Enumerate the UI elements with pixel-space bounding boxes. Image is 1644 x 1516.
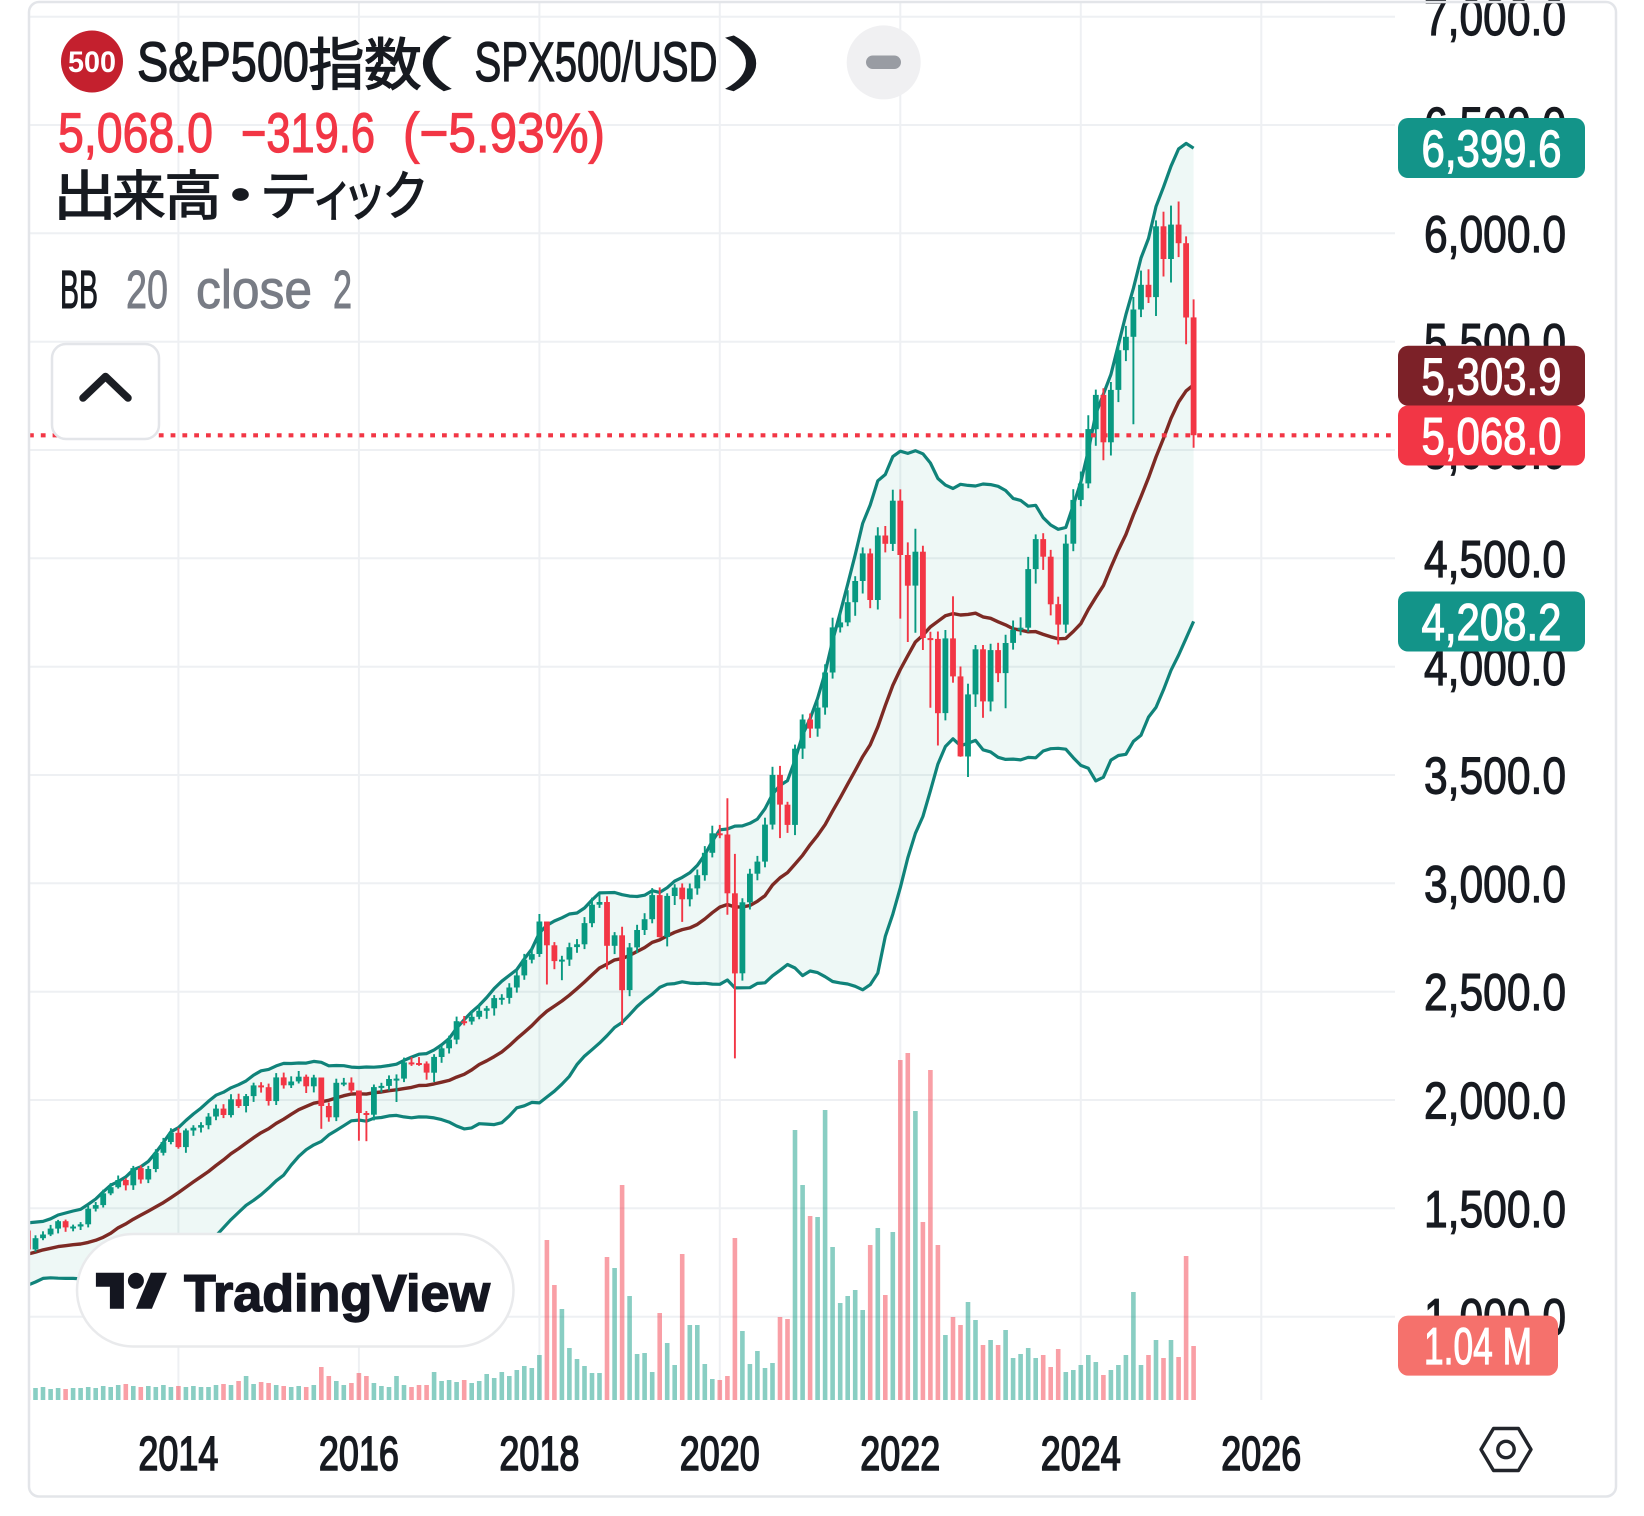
- svg-text:TradingView: TradingView: [184, 1264, 491, 1322]
- svg-text:2020: 2020: [680, 1428, 760, 1481]
- svg-text:−319.6: −319.6: [241, 101, 375, 164]
- svg-text:5,303.9: 5,303.9: [1422, 348, 1562, 406]
- svg-text:(−5.93%): (−5.93%): [403, 101, 605, 164]
- svg-text:3,000.0: 3,000.0: [1424, 856, 1566, 914]
- svg-text:3,500.0: 3,500.0: [1424, 748, 1566, 806]
- svg-text:2026: 2026: [1221, 1428, 1301, 1481]
- svg-text:SPX500/USD: SPX500/USD: [475, 30, 718, 93]
- svg-text:1.04 M: 1.04 M: [1424, 1318, 1532, 1376]
- svg-text:2018: 2018: [499, 1428, 579, 1481]
- svg-text:5,068.0: 5,068.0: [58, 101, 213, 164]
- svg-text:500: 500: [68, 46, 116, 79]
- svg-text:5,068.0: 5,068.0: [1422, 408, 1562, 466]
- svg-text:20: 20: [126, 260, 168, 320]
- svg-text:2,000.0: 2,000.0: [1424, 1073, 1566, 1131]
- svg-text:4,208.2: 4,208.2: [1422, 594, 1562, 652]
- svg-text:2: 2: [333, 260, 352, 320]
- svg-text:close: close: [196, 260, 312, 320]
- svg-text:1,500.0: 1,500.0: [1424, 1181, 1566, 1239]
- svg-text:2014: 2014: [138, 1428, 218, 1481]
- svg-text:6,399.6: 6,399.6: [1422, 121, 1562, 179]
- svg-text:7,000.0: 7,000.0: [1424, 0, 1566, 47]
- svg-text:4,500.0: 4,500.0: [1424, 531, 1566, 589]
- svg-text:2016: 2016: [319, 1428, 399, 1481]
- svg-text:2024: 2024: [1041, 1428, 1121, 1481]
- svg-text:6,000.0: 6,000.0: [1424, 206, 1566, 264]
- svg-text:2,500.0: 2,500.0: [1424, 964, 1566, 1022]
- svg-text:BB: BB: [60, 260, 98, 320]
- svg-text:S&P500: S&P500: [137, 30, 309, 93]
- svg-text:2022: 2022: [860, 1428, 940, 1481]
